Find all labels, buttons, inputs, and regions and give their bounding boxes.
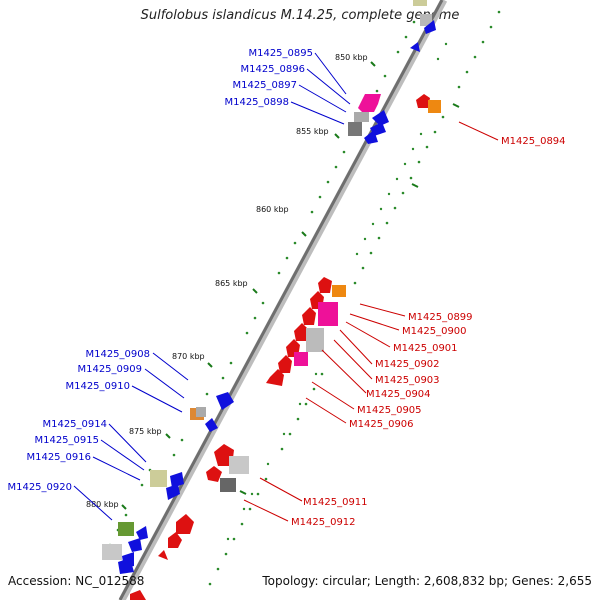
gene-label: M1425_0904 bbox=[366, 389, 431, 400]
gene-label: M1425_0901 bbox=[393, 343, 458, 354]
genome-backbone bbox=[118, 0, 448, 600]
gene-feature bbox=[150, 470, 167, 487]
gene-feature bbox=[220, 478, 236, 492]
gene-feature bbox=[318, 302, 338, 326]
gene-arrow bbox=[424, 20, 436, 34]
gene-arrow bbox=[136, 526, 148, 540]
gene-arrow bbox=[278, 355, 292, 373]
gene-label: M1425_0896 bbox=[240, 64, 305, 75]
ruler-label: 880 kbp bbox=[86, 500, 119, 509]
gene-0894[interactable] bbox=[416, 94, 441, 113]
gene-label: M1425_0902 bbox=[375, 359, 440, 370]
ruler-label: 870 kbp bbox=[172, 352, 205, 361]
gene-feature bbox=[332, 285, 346, 297]
gene-cluster-0908[interactable] bbox=[190, 392, 234, 432]
gene-label: M1425_0912 bbox=[291, 517, 356, 528]
gene-feature bbox=[428, 100, 441, 113]
ruler-label: 855 kbp bbox=[296, 127, 329, 136]
gene-arrow bbox=[168, 532, 182, 548]
gene-feature bbox=[294, 352, 308, 366]
gene-label: M1425_0910 bbox=[65, 381, 130, 392]
gene-arrow bbox=[266, 369, 284, 386]
gene-feature bbox=[354, 112, 369, 122]
gene-feature bbox=[413, 0, 427, 6]
ruler-dots-right bbox=[208, 10, 501, 586]
gene-arrow bbox=[318, 277, 332, 293]
gene-label: M1425_0914 bbox=[42, 419, 107, 430]
gene-label: M1425_0897 bbox=[232, 80, 297, 91]
left-label-leaders bbox=[73, 52, 351, 521]
ruler-dots-right-inner bbox=[226, 42, 448, 541]
gene-cluster-0911[interactable] bbox=[206, 444, 249, 492]
gene-cluster-0914[interactable] bbox=[150, 470, 184, 500]
genome-backbone-core bbox=[118, 0, 444, 600]
accession-text: Accession: NC_012588 bbox=[8, 574, 145, 588]
ruler-label: 850 kbp bbox=[335, 53, 368, 62]
gene-arrow bbox=[205, 418, 218, 432]
gene-label: M1425_0911 bbox=[303, 497, 368, 508]
gene-label: M1425_0905 bbox=[357, 405, 422, 416]
gene-arrow bbox=[410, 42, 420, 52]
gene-cluster-0899[interactable] bbox=[266, 277, 346, 386]
gene-label: M1425_0906 bbox=[349, 419, 414, 430]
gene-label: M1425_0920 bbox=[7, 482, 72, 493]
genome-title: Sulfolobus islandicus M.14.25, complete … bbox=[140, 8, 460, 23]
gene-arrow bbox=[294, 323, 308, 341]
gene-label: M1425_0894 bbox=[501, 136, 566, 147]
gene-arrow bbox=[216, 392, 234, 410]
gene-arrow bbox=[158, 550, 168, 560]
gene-arrow bbox=[176, 514, 194, 534]
gene-arrow bbox=[118, 558, 134, 574]
gene-arrow bbox=[364, 130, 378, 144]
gene-feature bbox=[102, 544, 122, 560]
gene-feature bbox=[306, 328, 324, 352]
gene-cluster-0895[interactable] bbox=[348, 94, 389, 144]
gene-label: M1425_0903 bbox=[375, 375, 440, 386]
gene-label: M1425_0895 bbox=[248, 48, 313, 59]
gene-arrow bbox=[128, 538, 142, 552]
gene-feature bbox=[196, 407, 206, 417]
ruler-label: 875 kbp bbox=[129, 427, 162, 436]
ruler-label: 865 kbp bbox=[215, 279, 248, 288]
gene-feature bbox=[358, 94, 381, 112]
gene-arrow bbox=[372, 110, 389, 126]
right-label-leaders bbox=[243, 121, 499, 522]
gene-cluster-0920[interactable] bbox=[102, 522, 148, 574]
gene-cluster-0921[interactable] bbox=[130, 514, 194, 600]
gene-label: M1425_0915 bbox=[34, 435, 99, 446]
gene-label: M1425_0909 bbox=[77, 364, 142, 375]
gene-label: M1425_0908 bbox=[85, 349, 150, 360]
ruler-label: 860 kbp bbox=[256, 205, 289, 214]
gene-arrow bbox=[302, 307, 316, 325]
gene-label: M1425_0916 bbox=[26, 452, 91, 463]
gene-arrow bbox=[170, 472, 184, 488]
gene-arrow bbox=[206, 466, 222, 482]
gene-feature bbox=[420, 14, 432, 26]
gene-arrow bbox=[130, 590, 146, 600]
ruler-tick-marks bbox=[121, 61, 460, 510]
gene-label: M1425_0898 bbox=[224, 97, 289, 108]
gene-feature bbox=[118, 522, 134, 536]
genome-summary-text: Topology: circular; Length: 2,608,832 bp… bbox=[262, 574, 592, 588]
gene-label: M1425_0899 bbox=[408, 312, 473, 323]
gene-label: M1425_0900 bbox=[402, 326, 467, 337]
gene-feature bbox=[348, 122, 362, 136]
gene-feature bbox=[229, 456, 249, 474]
gene-arrow bbox=[166, 484, 180, 500]
gene-arrow bbox=[416, 94, 430, 108]
